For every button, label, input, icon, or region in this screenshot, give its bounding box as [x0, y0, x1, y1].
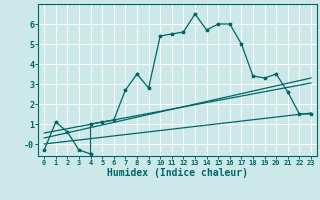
X-axis label: Humidex (Indice chaleur): Humidex (Indice chaleur) — [107, 168, 248, 178]
